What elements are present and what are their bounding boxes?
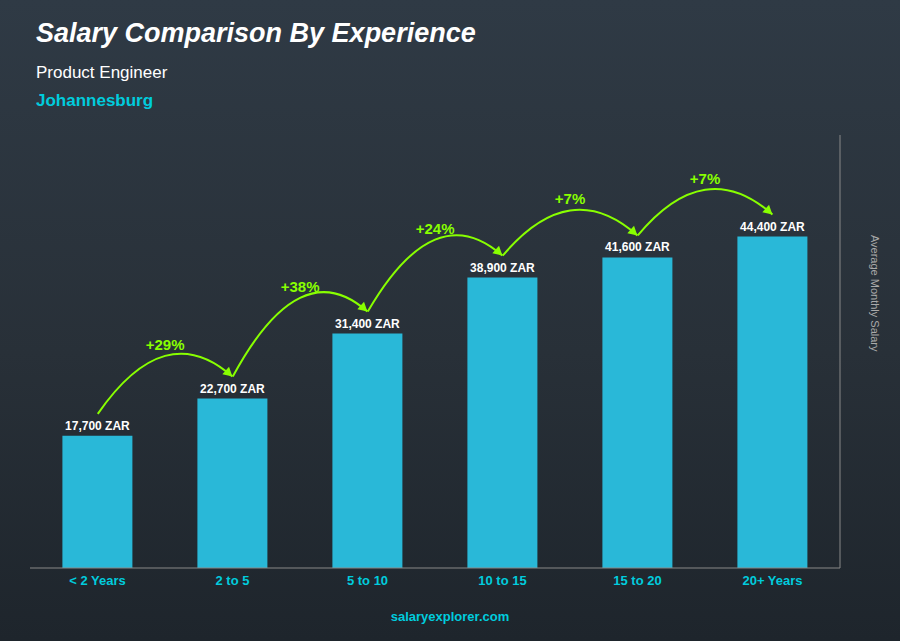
- svg-text:2 to 5: 2 to 5: [216, 573, 250, 588]
- svg-text:5 to 10: 5 to 10: [347, 573, 388, 588]
- svg-text:15 to 20: 15 to 20: [613, 573, 661, 588]
- svg-text:38,900 ZAR: 38,900 ZAR: [470, 261, 535, 275]
- svg-text:Average Monthly Salary: Average Monthly Salary: [869, 235, 881, 352]
- svg-text:+29%: +29%: [146, 336, 185, 353]
- svg-text:31,400 ZAR: 31,400 ZAR: [335, 317, 400, 331]
- svg-text:+7%: +7%: [690, 170, 720, 187]
- svg-text:+7%: +7%: [555, 190, 585, 207]
- html-text:Product Engineer: Product Engineer: [36, 63, 168, 82]
- svg-text:17,700 ZAR: 17,700 ZAR: [65, 419, 130, 433]
- svg-text:22,700 ZAR: 22,700 ZAR: [200, 382, 265, 396]
- svg-text:44,400 ZAR: 44,400 ZAR: [740, 220, 805, 234]
- svg-text:+38%: +38%: [281, 278, 320, 295]
- svg-text:10 to 15: 10 to 15: [478, 573, 526, 588]
- html-text:salaryexplorer.com: salaryexplorer.com: [390, 609, 510, 624]
- html-text:Johannesburg: Johannesburg: [36, 91, 154, 110]
- svg-text:+24%: +24%: [416, 220, 455, 237]
- svg-text:41,600 ZAR: 41,600 ZAR: [605, 240, 670, 254]
- svg-text:20+ Years: 20+ Years: [742, 573, 802, 588]
- html-text:Salary Comparison By Experienc: Salary Comparison By Experience: [36, 18, 476, 48]
- svg-text:< 2 Years: < 2 Years: [69, 573, 126, 588]
